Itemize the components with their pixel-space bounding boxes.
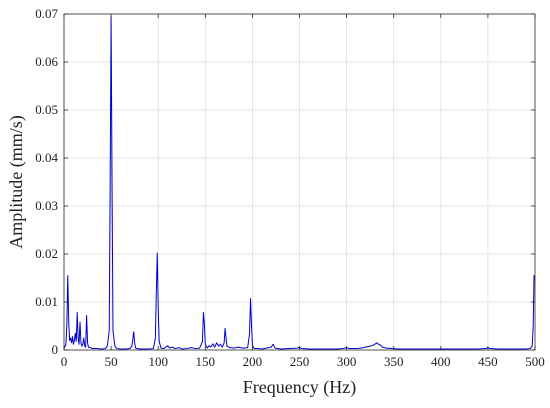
y-tick-label: 0.02 [35,246,58,261]
x-tick-label: 500 [525,354,545,369]
x-axis-title: Frequency (Hz) [243,377,356,398]
y-axis-title: Amplitude (mm/s) [6,115,27,249]
ticks [63,13,536,351]
x-tick-label: 400 [431,354,451,369]
y-tick-label: 0.04 [35,150,58,165]
y-tick-label: 0.03 [35,198,58,213]
x-tick-labels: 0 50 100 150 200 250 300 350 400 450 500 [61,354,545,369]
x-tick-label: 200 [243,354,263,369]
x-tick-label: 350 [384,354,404,369]
x-tick-label: 0 [61,354,68,369]
series-group [63,15,536,350]
y-tick-label: 0 [52,342,59,357]
y-tick-label: 0.01 [35,294,58,309]
grid [64,14,535,350]
y-tick-labels: 0 0.01 0.02 0.03 0.04 0.05 0.06 0.07 [35,6,58,357]
x-tick-label: 50 [105,354,118,369]
x-tick-label: 100 [148,354,168,369]
x-tick-label: 300 [337,354,357,369]
series-line [63,15,536,350]
y-tick-label: 0.06 [35,54,58,69]
x-tick-label: 150 [196,354,216,369]
x-tick-label: 450 [478,354,498,369]
x-tick-label: 250 [290,354,310,369]
y-tick-label: 0.07 [35,6,58,21]
y-tick-label: 0.05 [35,102,58,117]
